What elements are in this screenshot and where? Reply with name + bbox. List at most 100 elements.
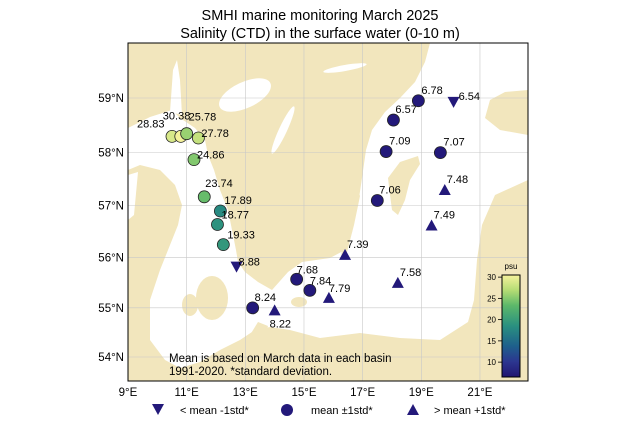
station-value-label: 24.86 [197, 150, 225, 162]
lake-malaren [323, 63, 367, 73]
colorbar-label: psu [505, 262, 518, 271]
station-7.79: 7.79 [322, 283, 350, 303]
y-tick-label: 55°N [98, 303, 124, 315]
station-24.86: 24.86 [187, 150, 225, 167]
station-value-label: 25.78 [189, 112, 217, 124]
station-value-label: 8.88 [239, 257, 260, 269]
lake-vanern [219, 78, 271, 112]
station-7.84: 7.84 [303, 275, 331, 297]
station-marker-circle [370, 194, 384, 207]
station-marker-triangle-down [447, 96, 460, 108]
station-value-label: 23.74 [205, 178, 233, 190]
y-tick-label: 56°N [98, 252, 124, 264]
station-value-label: 7.39 [347, 239, 368, 251]
station-marker-circle [379, 145, 393, 158]
island-bornholm [291, 297, 307, 307]
island-gotland [388, 156, 420, 215]
station-marker-circle [216, 238, 230, 252]
station-marker-triangle-up [391, 276, 404, 288]
station-value-label: 7.68 [297, 264, 318, 276]
island-zealand [196, 276, 228, 320]
station-7.09: 7.09 [379, 136, 411, 158]
station-value-label: 7.84 [310, 275, 331, 287]
station-marker-circle [197, 190, 211, 204]
colorbar-ticks: 10 15 20 25 30 [487, 273, 502, 367]
colorbar-tick-label: 25 [487, 294, 496, 303]
note-line-2: 1991-2020. *standard deviation. [169, 366, 332, 378]
station-value-label: 7.07 [443, 137, 464, 149]
station-19.33: 19.33 [216, 230, 255, 252]
x-tick-label: 13°E [233, 387, 258, 399]
note-line-1: Mean is based on March data in each basi… [169, 353, 391, 365]
chart-title-line-1: SMHI marine monitoring March 2025 [202, 8, 439, 24]
station-value-label: 6.57 [395, 104, 416, 116]
station-marker-circle [411, 94, 425, 108]
colorbar: psu 10 15 20 25 30 [487, 262, 521, 378]
station-7.07: 7.07 [433, 137, 465, 160]
map-area [128, 43, 528, 381]
x-tick-label: 15°E [291, 387, 316, 399]
colorbar-tick-label: 10 [487, 358, 496, 367]
station-marker-circle [433, 146, 447, 160]
station-6.57: 6.57 [387, 104, 417, 127]
station-marker-triangle-up [268, 304, 281, 316]
island-rugen [250, 322, 268, 338]
oslofjord [170, 60, 182, 115]
x-axis-ticks: 9°E 11°E 13°E 15°E 17°E 19°E 21°E [119, 387, 493, 399]
station-8.24: 8.24 [246, 292, 276, 315]
legend-label-within-mean: mean ±1std* [311, 405, 373, 417]
station-23.74: 23.74 [197, 178, 233, 204]
y-tick-label: 59°N [98, 93, 124, 105]
station-marker-circle [211, 218, 224, 231]
station-value-label: 7.09 [389, 136, 410, 148]
lake-vattern [271, 106, 295, 154]
aland-islands [495, 94, 520, 115]
gridlines [128, 43, 528, 381]
station-value-label: 7.49 [434, 210, 455, 222]
station-28.83: 28.83 [137, 118, 179, 143]
station-7.68: 7.68 [290, 264, 318, 286]
chart-title-line-2: Salinity (CTD) in the surface water (0-1… [180, 26, 460, 42]
station-value-label: 8.24 [255, 292, 276, 304]
station-marker-circle [213, 204, 227, 218]
station-7.58: 7.58 [391, 267, 421, 288]
island-oland [341, 190, 360, 256]
station-value-label: 8.22 [270, 318, 291, 330]
colorbar-tick-label: 15 [487, 337, 496, 346]
station-value-label: 30.38 [163, 110, 191, 122]
station-value-label: 7.48 [447, 174, 468, 186]
station-marker-triangle-up [438, 183, 451, 195]
sea [128, 43, 528, 368]
station-value-label: 17.89 [224, 195, 252, 207]
colorbar-tick-label: 30 [487, 273, 496, 282]
station-marker-triangle-up [425, 219, 438, 231]
jutland-west-water [128, 172, 138, 220]
station-value-label: 7.06 [379, 184, 400, 196]
station-marker-circle [246, 301, 260, 315]
legend-label-below-mean: < mean -1std* [180, 405, 250, 417]
station-25.78: 25.78 [180, 112, 217, 141]
legend-marker-within-mean [281, 404, 293, 416]
station-marker-circle [290, 272, 304, 286]
station-value-label: 19.33 [227, 230, 255, 242]
x-tick-label: 11°E [175, 387, 200, 399]
x-tick-label: 21°E [467, 387, 492, 399]
legend: < mean -1std* mean ±1std* > mean +1std* [152, 404, 506, 417]
station-value-label: 18.77 [221, 210, 249, 222]
station-7.49: 7.49 [425, 210, 455, 231]
station-6.78: 6.78 [411, 85, 443, 108]
map-frame [127, 42, 529, 382]
station-value-label: 6.78 [421, 85, 442, 97]
station-marker-circle [303, 283, 317, 297]
station-marker-circle [180, 127, 194, 141]
station-marker-triangle-up [322, 291, 335, 303]
y-tick-label: 57°N [98, 201, 124, 213]
station-value-label: 28.83 [137, 118, 165, 130]
colorbar-tick-label: 20 [487, 316, 496, 325]
station-7.48: 7.48 [438, 174, 468, 195]
y-axis-ticks: 54°N 55°N 56°N 57°N 58°N 59°N [98, 93, 124, 364]
station-value-label: 6.54 [459, 91, 480, 103]
legend-label-above-mean: > mean +1std* [434, 405, 506, 417]
